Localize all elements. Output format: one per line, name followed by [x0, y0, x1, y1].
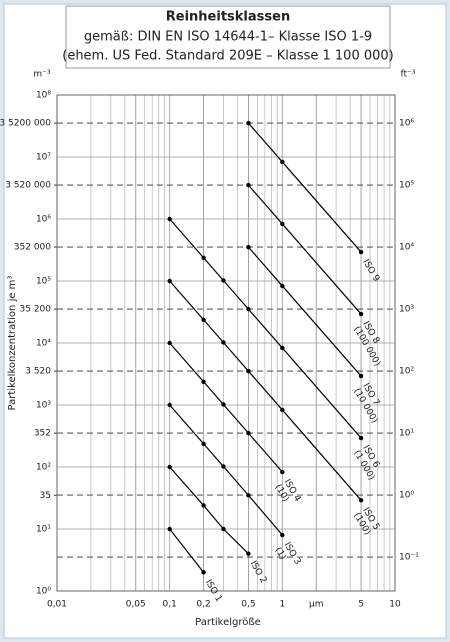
point	[280, 159, 285, 165]
series-line	[169, 218, 362, 439]
point	[280, 407, 285, 413]
y-tick-label: 10⁶	[36, 215, 51, 225]
point	[358, 435, 364, 441]
point	[358, 249, 364, 255]
point	[201, 570, 206, 575]
x-tick-label: 10	[389, 600, 401, 610]
point	[221, 278, 226, 283]
y2-tick-label: 10²	[399, 367, 414, 377]
y-tick-label: 10⁰	[36, 587, 51, 597]
point	[358, 498, 364, 503]
x-tick-label: 0,5	[241, 600, 255, 610]
x-tick-label: 0,01	[47, 600, 67, 610]
y-tick-label: 10⁸	[36, 91, 51, 101]
point	[201, 441, 206, 446]
y2-tick-label: 10⁶	[399, 119, 414, 129]
x-tick-label: 0,1	[163, 600, 177, 610]
point	[246, 368, 251, 374]
x-tick-label: 0,2	[196, 600, 210, 610]
y-tick-label: 3 520	[25, 367, 51, 377]
chart-title: Reinheitsklassen	[166, 10, 290, 25]
point	[358, 373, 364, 379]
title-box	[65, 5, 391, 69]
point	[358, 311, 364, 317]
point	[167, 464, 172, 470]
point	[201, 317, 206, 322]
point	[201, 255, 206, 260]
point	[221, 464, 226, 469]
y-tick-label: 35	[40, 491, 51, 501]
x-axis-title: Partikelgröße	[195, 617, 261, 628]
point	[246, 430, 251, 436]
y-tick-label: 10²	[36, 463, 51, 473]
y-tick-label: 10¹	[36, 525, 51, 535]
y-tick-label: 3 5200 000	[0, 119, 51, 129]
y2-tick-label: 10⁵	[399, 181, 414, 191]
point	[167, 340, 172, 346]
point	[221, 526, 226, 532]
y2-tick-label: 10⁴	[399, 243, 414, 253]
y-tick-label: 10³	[36, 401, 51, 411]
y-tick-label: 352 000	[14, 243, 51, 253]
point	[221, 340, 226, 345]
chart-subtitle: gemäß: DIN EN ISO 14644-1– Klasse ISO 1-…	[84, 30, 372, 45]
x-tick-label: 0,05	[126, 600, 146, 610]
point	[246, 120, 251, 126]
point	[280, 345, 285, 351]
x-tick-label: 1	[279, 600, 285, 610]
point	[221, 402, 226, 407]
y-unit: m⁻³	[33, 70, 51, 80]
point	[246, 182, 251, 188]
y-tick-label: 3 520 000	[5, 181, 51, 191]
point	[280, 283, 285, 289]
series-line	[169, 466, 249, 555]
point	[246, 244, 251, 250]
y2-tick-label: 10¹	[399, 429, 414, 439]
point	[201, 379, 206, 384]
y-tick-label: 352	[34, 429, 51, 439]
y2-tick-label: 10⁰	[399, 491, 414, 501]
y-tick-label: 10⁵	[36, 277, 51, 287]
panel	[3, 3, 447, 639]
y-axis-title: Partikelkonzentration je m³	[7, 276, 18, 411]
point	[280, 221, 285, 227]
point	[167, 402, 172, 408]
y2-unit: ft⁻³	[401, 70, 416, 80]
point	[246, 306, 251, 312]
point	[167, 526, 172, 532]
point	[201, 503, 206, 508]
point	[167, 216, 172, 222]
point	[280, 469, 285, 475]
x-tick-label: µm	[309, 600, 324, 610]
plot-frame	[56, 94, 396, 592]
series-line	[169, 528, 205, 573]
y2-tick-label: 10³	[399, 305, 414, 315]
point	[167, 278, 172, 284]
x-tick-label: 5	[358, 600, 364, 610]
y-tick-label: 35 200	[20, 305, 52, 315]
chart-subtitle: (ehem. US Fed. Standard 209E – Klasse 1 …	[62, 49, 394, 64]
series-line	[169, 280, 362, 501]
point	[246, 493, 251, 498]
y-tick-label: 10⁴	[36, 339, 51, 349]
y-tick-label: 10⁷	[36, 153, 51, 163]
point	[246, 551, 251, 556]
point	[280, 532, 285, 538]
y2-tick-label: 10⁻¹	[399, 553, 419, 563]
